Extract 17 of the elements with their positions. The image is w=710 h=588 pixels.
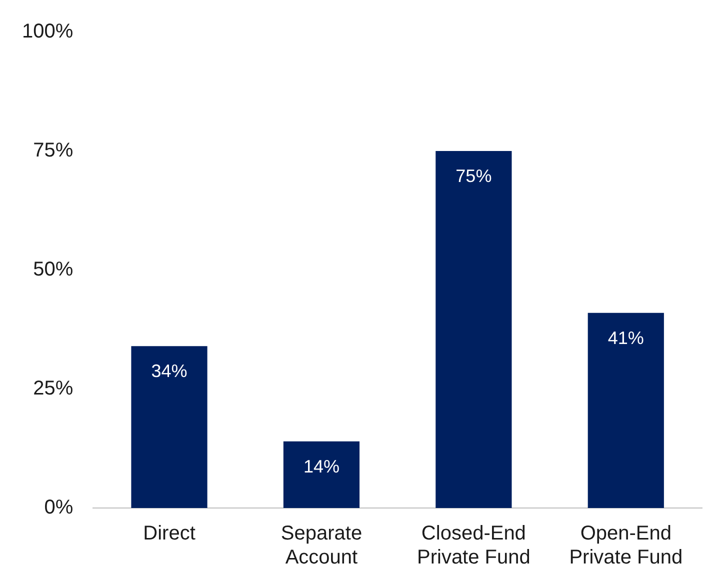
- y-tick-label: 100%: [22, 20, 74, 43]
- data-label: 75%: [456, 166, 492, 186]
- bar: [131, 346, 208, 508]
- y-tick-label: 50%: [33, 258, 74, 281]
- data-label: 34%: [151, 361, 188, 382]
- x-tick-label: Direct: [143, 522, 196, 545]
- bar: [283, 441, 360, 508]
- y-tick-label: 25%: [33, 378, 74, 400]
- data-label: 14%: [303, 456, 340, 476]
- bar: [436, 151, 512, 508]
- data-label: 41%: [608, 328, 644, 348]
- x-tick-label: Open-End Private Fund: [569, 522, 683, 569]
- x-tick-label: Separate Account: [280, 522, 362, 569]
- y-tick-label: 75%: [33, 140, 74, 162]
- y-tick-label: 0%: [44, 496, 74, 519]
- bar: [588, 312, 664, 508]
- x-tick-label: Closed-End Private Fund: [416, 522, 530, 569]
